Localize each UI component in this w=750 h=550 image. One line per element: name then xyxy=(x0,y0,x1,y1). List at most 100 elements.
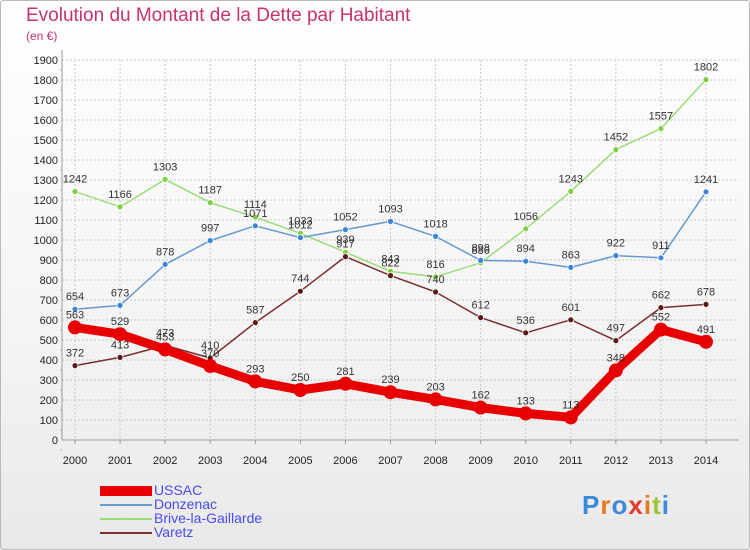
data-label: 1802 xyxy=(694,62,718,74)
data-point xyxy=(702,300,710,308)
legend: USSAC Donzenac Brive-la-Gaillarde Varetz xyxy=(100,482,400,540)
data-label: 1242 xyxy=(63,174,87,186)
data-label: 281 xyxy=(336,366,354,378)
data-label: 1093 xyxy=(378,203,402,215)
data-point xyxy=(342,253,349,261)
data-point xyxy=(68,320,82,335)
y-tick-label: 200 xyxy=(40,395,58,407)
data-point xyxy=(522,329,530,337)
data-label: 922 xyxy=(607,238,625,250)
legend-swatch xyxy=(100,518,152,520)
x-tick-label: 2012 xyxy=(604,455,628,467)
data-point xyxy=(342,226,349,234)
data-point xyxy=(383,385,398,400)
data-point xyxy=(206,237,214,245)
data-point xyxy=(203,359,218,373)
data-label: 1166 xyxy=(108,189,132,201)
data-point xyxy=(71,362,79,370)
x-tick-label: 2007 xyxy=(378,455,402,467)
data-point xyxy=(206,199,214,207)
y-tick-label: 700 xyxy=(40,295,58,307)
data-point xyxy=(161,175,169,183)
y-tick-label: 0 xyxy=(52,435,58,447)
data-point xyxy=(612,252,620,260)
y-tick-label: 1500 xyxy=(34,135,58,147)
data-point xyxy=(699,334,713,349)
x-tick-label: 2000 xyxy=(63,455,87,467)
data-point xyxy=(432,273,439,281)
data-label: 250 xyxy=(291,372,309,384)
data-label: 997 xyxy=(201,223,219,235)
data-label: 529 xyxy=(111,316,129,328)
data-label: 491 xyxy=(697,324,715,336)
data-label: 372 xyxy=(66,348,84,360)
data-label: 413 xyxy=(111,339,129,351)
legend-item: Varetz xyxy=(100,524,400,540)
data-label: 1114 xyxy=(244,199,267,211)
y-tick-label: 1000 xyxy=(34,235,58,247)
y-tick-label: 1400 xyxy=(34,155,58,167)
data-label: 473 xyxy=(156,327,174,339)
data-point xyxy=(612,337,620,345)
data-label: 1187 xyxy=(198,185,222,197)
data-point xyxy=(158,342,173,357)
data-label: 894 xyxy=(517,243,535,255)
data-point xyxy=(116,301,124,309)
logo-letter: P xyxy=(582,490,601,520)
data-label: 239 xyxy=(381,374,399,386)
y-tick-label: 500 xyxy=(40,335,58,347)
chart-title: Evolution du Montant de la Dette par Hab… xyxy=(26,5,411,26)
data-label: 1056 xyxy=(513,211,537,223)
data-point xyxy=(248,374,263,389)
data-point xyxy=(567,187,575,195)
data-label: 911 xyxy=(652,240,670,252)
legend-item: Donzenac xyxy=(100,496,400,512)
data-label: 816 xyxy=(426,259,444,271)
data-point xyxy=(702,188,710,196)
data-label: 843 xyxy=(381,253,399,265)
y-tick-label: 400 xyxy=(40,355,58,367)
y-tick-label: 800 xyxy=(40,275,58,287)
data-label: 601 xyxy=(562,302,580,314)
data-label: 497 xyxy=(607,323,625,335)
x-tick-label: 2006 xyxy=(333,455,357,467)
y-tick-label: 1300 xyxy=(34,175,58,187)
data-point xyxy=(522,225,530,233)
data-label: 863 xyxy=(562,249,580,261)
legend-swatch xyxy=(100,504,152,506)
data-point xyxy=(116,353,124,361)
data-point xyxy=(653,322,668,337)
data-point xyxy=(387,272,394,280)
data-point xyxy=(296,234,304,242)
legend-swatch xyxy=(100,486,152,496)
x-tick-label: 2001 xyxy=(108,455,132,467)
data-point xyxy=(71,305,79,313)
x-tick-label: 2014 xyxy=(694,455,718,467)
data-label: 612 xyxy=(471,300,489,312)
logo-letter: i xyxy=(643,490,653,520)
x-tick-label: 2003 xyxy=(198,455,222,467)
data-label: 1557 xyxy=(649,111,673,123)
data-label: 878 xyxy=(156,246,174,258)
data-point xyxy=(518,406,533,421)
chart-unit-label: (en €) xyxy=(26,29,58,43)
data-label: 654 xyxy=(66,291,84,303)
legend-label: Donzenac xyxy=(154,496,218,512)
y-tick-label: 300 xyxy=(40,375,58,387)
proxiti-logo: Proxiti xyxy=(582,490,670,521)
data-point xyxy=(251,319,259,327)
x-tick-label: 2010 xyxy=(513,455,537,467)
data-point xyxy=(657,125,665,133)
data-label: 1241 xyxy=(694,174,718,186)
data-point xyxy=(477,256,485,264)
data-point xyxy=(567,316,575,324)
data-label: 587 xyxy=(246,305,264,317)
data-label: 678 xyxy=(697,286,715,298)
data-label: 740 xyxy=(426,274,444,286)
data-label: 1452 xyxy=(604,132,628,144)
data-label: 348 xyxy=(607,352,625,364)
x-tick-label: 2009 xyxy=(468,455,492,467)
data-label: 917 xyxy=(336,239,354,251)
data-label: 939 xyxy=(336,234,354,246)
chart-axes: 0 100 200 300 400 500 600 700 800 900 1000 1100 1200… xyxy=(34,50,739,467)
